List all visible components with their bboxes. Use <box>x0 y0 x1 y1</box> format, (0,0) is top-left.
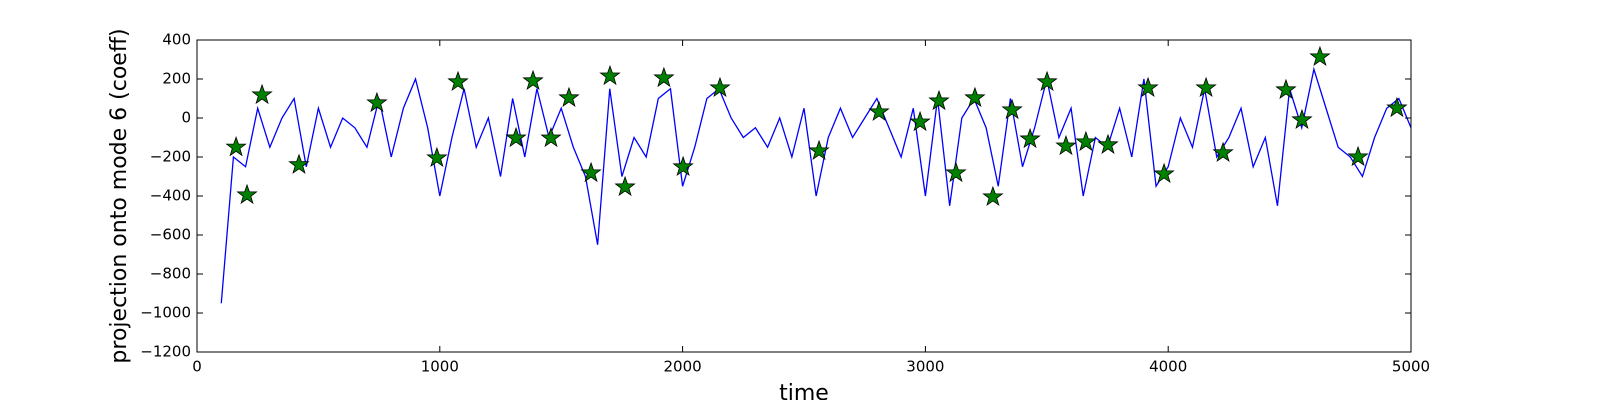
star-marker <box>808 139 830 161</box>
star-marker <box>1275 78 1297 99</box>
star-marker <box>709 76 731 98</box>
y-tick-label: −800 <box>150 265 191 283</box>
star-marker <box>909 110 931 132</box>
star-marker <box>426 146 448 168</box>
y-tick-label: −600 <box>150 226 191 244</box>
star-marker <box>558 86 580 107</box>
star-marker <box>614 175 636 197</box>
star-marker <box>366 91 388 113</box>
star-marker <box>540 126 562 148</box>
x-tick-label: 0 <box>192 358 202 376</box>
x-tick-label: 4000 <box>1149 358 1187 376</box>
line-series <box>220 66 1411 304</box>
star-marker <box>964 86 986 107</box>
star-marker <box>868 100 890 122</box>
y-tick-label: −1200 <box>140 343 191 361</box>
y-tick-label: 400 <box>162 31 191 49</box>
x-tick-label: 5000 <box>1392 358 1430 376</box>
star-marker <box>522 69 544 91</box>
y-tick-label: 0 <box>181 109 191 127</box>
star-marker <box>251 83 273 105</box>
star-marker <box>1347 145 1369 167</box>
star-marker <box>1386 96 1408 118</box>
star-marker <box>1001 98 1023 120</box>
star-marker <box>599 64 621 86</box>
y-tick-label: −1000 <box>140 304 191 322</box>
star-marker <box>1055 134 1077 156</box>
star-marker <box>505 126 527 148</box>
star-marker <box>1137 76 1159 98</box>
y-tick-label: 200 <box>162 70 191 88</box>
star-marker <box>1153 162 1175 184</box>
star-marker <box>945 161 967 183</box>
star-marker <box>1097 133 1119 154</box>
star-marker <box>225 136 247 157</box>
x-tick-label: 2000 <box>664 358 702 376</box>
star-marker <box>1036 70 1058 92</box>
star-marker <box>1075 130 1097 152</box>
star-marker <box>580 161 602 183</box>
y-tick-label: −400 <box>150 187 191 205</box>
star-marker <box>1291 108 1313 130</box>
x-tick-label: 1000 <box>421 358 459 376</box>
plot-frame <box>196 39 1412 353</box>
x-tick-label: 3000 <box>906 358 944 376</box>
star-marker <box>653 66 675 88</box>
star-marker <box>447 70 469 92</box>
y-tick-label: −200 <box>150 148 191 166</box>
star-marker <box>236 183 258 205</box>
x-axis-label: time <box>779 381 829 400</box>
star-marker <box>1019 127 1041 149</box>
star-marker <box>928 89 950 111</box>
star-marker <box>982 185 1004 207</box>
star-marker <box>288 153 310 174</box>
star-marker <box>1195 76 1217 98</box>
star-marker <box>1309 45 1331 67</box>
star-marker <box>1212 141 1234 162</box>
star-marker <box>672 155 694 177</box>
y-axis-label: projection onto mode 6 (coeff) <box>107 28 132 363</box>
